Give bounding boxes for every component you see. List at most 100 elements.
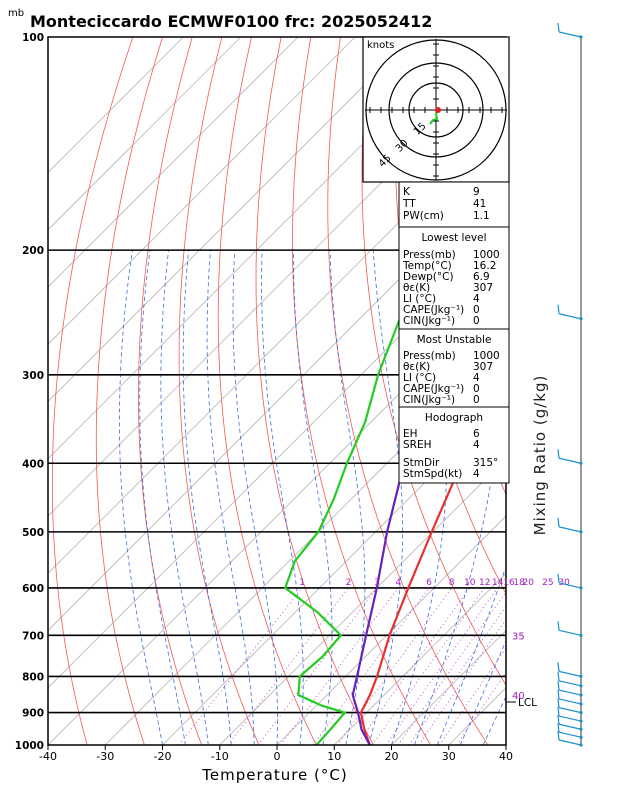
- pressure-tick-label: 300: [22, 370, 44, 382]
- pressure-tick-label: 900: [22, 708, 44, 720]
- mixing-ratio-label: 20: [522, 578, 534, 588]
- wind-barb-flag: [557, 662, 560, 672]
- wind-barb-flag: [557, 573, 560, 583]
- wind-barb-dot: [579, 633, 583, 637]
- wind-barb-dot: [579, 735, 583, 739]
- tt-value: 41: [473, 198, 486, 210]
- isotherm: [48, 37, 356, 345]
- chart-title: Monteciccardo ECMWF0100 frc: 2025052412: [30, 12, 432, 31]
- mixing-ratio-line: [355, 587, 471, 745]
- isotherm: [48, 37, 299, 288]
- mixing-ratio-label: 8: [449, 578, 455, 588]
- pressure-tick-label: 1000: [15, 740, 44, 752]
- dry-adiabat: [548, 37, 618, 745]
- ll-temp-value: 16.2: [473, 260, 496, 272]
- wind-barb-flag: [557, 723, 560, 733]
- stmdir-label: StmDir: [403, 457, 440, 469]
- mu-cin-label: CIN(Jkg⁻¹): [403, 394, 455, 406]
- indices-frame: [398, 181, 510, 484]
- pressure-tick-label: 100: [22, 32, 44, 44]
- mixing-ratio-label: 16: [503, 578, 515, 588]
- mu-press-value: 1000: [473, 350, 500, 362]
- wind-barb-dot: [579, 530, 583, 534]
- wind-barb-shaft: [558, 582, 582, 589]
- wind-barbs: [557, 22, 583, 747]
- wind-barb-shaft: [558, 698, 582, 705]
- mu-theta-value: 307: [473, 361, 493, 373]
- ll-theta-value: 307: [473, 282, 493, 294]
- mixing-ratio-label: 25: [542, 578, 553, 588]
- isotherm: [48, 37, 471, 460]
- dry-adiabat: [607, 37, 618, 745]
- wind-barb-shaft: [558, 715, 582, 722]
- wind-barb-flag: [557, 715, 560, 725]
- mixing-ratio-line: [408, 605, 506, 745]
- wind-barb-shaft: [558, 526, 582, 533]
- ll-cape-label: CAPE(Jkg⁻¹): [403, 304, 464, 316]
- unit-label: mb: [8, 8, 24, 19]
- mixing-ratio-label: 2: [346, 578, 352, 588]
- wind-barb-shaft: [558, 731, 582, 738]
- wind-barb-shaft: [558, 739, 582, 746]
- wind-barb-flag: [557, 621, 560, 631]
- isotherm: [333, 572, 506, 745]
- sreh-value: 4: [473, 439, 480, 451]
- isotherm: [48, 171, 506, 632]
- wind-barb-flag: [557, 671, 560, 681]
- isotherm: [219, 458, 506, 745]
- wind-barb-flag: [557, 304, 560, 314]
- wind-barb-shaft: [558, 629, 582, 636]
- ll-press-label: Press(mb): [403, 249, 456, 261]
- x-tick-label: 30: [442, 750, 456, 763]
- x-axis-label: Temperature (°C): [201, 766, 347, 784]
- dry-adiabat: [255, 37, 374, 745]
- pressure-tick-label: 600: [22, 583, 44, 595]
- wind-barb-shaft: [558, 707, 582, 714]
- isotherm: [48, 37, 242, 231]
- mixing-ratio-label: 6: [426, 578, 432, 588]
- x-tick-label: -20: [154, 750, 172, 763]
- wind-barb-dot: [579, 711, 583, 715]
- dry-adiabat: [51, 37, 134, 745]
- mixing-ratio-line: [385, 587, 498, 745]
- mixing-ratio-label: 3: [374, 578, 380, 588]
- wind-barb-dot: [579, 702, 583, 706]
- hodograph-storm-motion: [435, 107, 441, 113]
- moist-adiabat: [139, 250, 186, 745]
- pressure-tick-label: 500: [22, 527, 44, 539]
- mixing-ratio-label: 18: [513, 578, 525, 588]
- mixing-ratio-line: [456, 671, 506, 745]
- indices-panel: K 9 TT 41 PW(cm) 1.1 Lowest level Press(…: [398, 181, 510, 484]
- mu-cape-value: 0: [473, 383, 480, 395]
- mixing-ratio-line: [439, 647, 506, 745]
- x-tick-label: 0: [274, 750, 281, 763]
- lcl-label: LCL: [518, 697, 537, 709]
- pressure-tick-label: 400: [22, 458, 44, 470]
- pw-value: 1.1: [473, 210, 490, 222]
- stmdir-value: 315°: [473, 457, 498, 469]
- mixing-ratio-label: 4: [395, 578, 401, 588]
- k-label: K: [403, 186, 411, 198]
- moist-adiabat: [293, 250, 333, 745]
- mixing-ratio-label: 1: [299, 578, 305, 588]
- mixing-ratio-label: 35: [512, 631, 525, 642]
- wind-barb-dot: [579, 586, 583, 590]
- mixing-ratio-label: 40: [512, 691, 525, 702]
- wind-barb-shaft: [558, 689, 582, 696]
- dry-adiabat: [217, 37, 317, 745]
- x-tick-label: 10: [327, 750, 341, 763]
- wind-barb-dot: [579, 693, 583, 697]
- hodograph-title: Hodograph: [425, 412, 483, 424]
- mixing-ratio-line: [257, 587, 378, 745]
- eh-label: EH: [403, 428, 418, 440]
- mixing-ratio-line: [371, 587, 486, 745]
- stmspd-value: 4: [473, 468, 480, 480]
- pressure-tick-labels: 100 200 300 400 500 600 700 800 900 1000: [15, 32, 44, 752]
- stmspd-label: StmSpd(kt): [403, 468, 462, 480]
- wind-barb-shaft: [558, 31, 582, 38]
- mixing-ratio-label: 14: [492, 578, 504, 588]
- isotherm: [48, 37, 184, 174]
- wind-barb-flag: [557, 730, 560, 741]
- moist-adiabat: [119, 250, 163, 745]
